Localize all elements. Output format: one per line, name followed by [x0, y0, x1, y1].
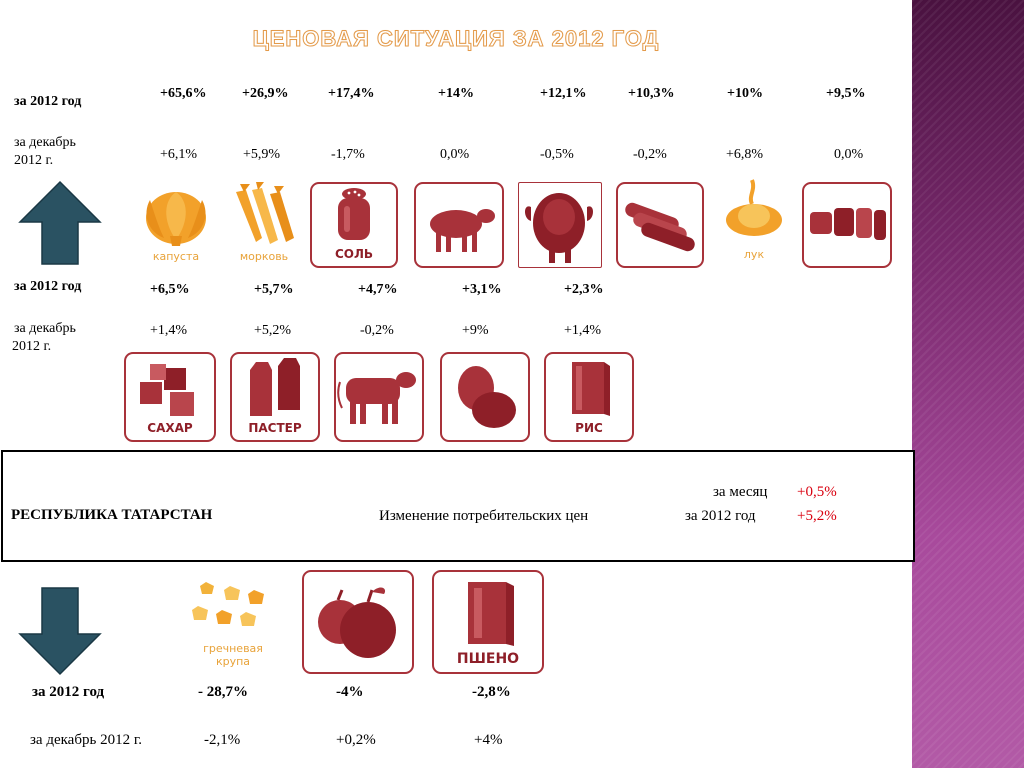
row1-december-value: +6,1% [160, 147, 198, 162]
summary-year-value: +5,2% [797, 508, 837, 524]
row3-december-value: +0,2% [336, 732, 376, 748]
onion-caption: лук [743, 248, 765, 261]
row3-december-value: +4% [474, 732, 503, 748]
price-decrease-arrow-icon [18, 586, 102, 676]
region-summary-box: РЕСПУБЛИКА ТАТАРСТАН Изменение потребите… [1, 450, 915, 562]
row2-year-value: +6,5% [150, 282, 190, 297]
row1-year-value: +65,6% [160, 86, 207, 101]
sugar-icon: САХАР [124, 352, 216, 442]
row3-year-value: -2,8% [472, 684, 511, 700]
row1-december-label-line1: за декабрь [14, 135, 76, 150]
row1-december-label-line2: 2012 г. [14, 153, 54, 168]
row1-year-value: +10,3% [628, 86, 675, 101]
cabbage-caption: капуста [152, 250, 200, 263]
row1-december-value: +5,9% [243, 147, 281, 162]
row1-year-value: +14% [438, 86, 474, 101]
row3-year-value: -4% [336, 684, 364, 700]
row2-december-value: +1,4% [564, 323, 602, 338]
milk-caption: ПАСТЕР [248, 421, 302, 435]
row3-december-value: -2,1% [204, 732, 241, 748]
chicken-icon [518, 182, 602, 268]
sheep-icon [414, 182, 504, 268]
row3-year-label: за 2012 год [32, 684, 105, 700]
salt-icon: СОЛЬ [310, 182, 398, 268]
row1-year-value: +10% [727, 86, 763, 101]
loaf-icon [802, 182, 892, 268]
millet-icon: ПШЕНО [432, 570, 544, 674]
buckwheat-caption-line1: гречневая [203, 642, 263, 655]
apple-icon [302, 570, 414, 674]
row2-december-value: +5,2% [254, 323, 292, 338]
row2-year-label: за 2012 год [14, 279, 82, 294]
rice-icon: РИС [544, 352, 634, 442]
page-title: ЦЕНОВАЯ СИТУАЦИЯ ЗА 2012 ГОД [252, 26, 660, 52]
row2-december-value: +9% [462, 323, 489, 338]
carrot-caption: морковь [239, 250, 289, 263]
row1-year-value: +9,5% [826, 86, 866, 101]
rice-caption: РИС [575, 421, 603, 435]
region-name: РЕСПУБЛИКА ТАТАРСТАН [11, 507, 213, 523]
cabbage-icon: капуста [134, 180, 218, 270]
onion-icon: лук [718, 176, 790, 266]
row2-december-label-line1: за декабрь [14, 321, 76, 336]
millet-caption: ПШЕНО [456, 651, 520, 667]
row2-december-value: -0,2% [360, 323, 394, 338]
cow-icon [334, 352, 424, 442]
summary-month-value: +0,5% [797, 484, 837, 500]
row3-year-value: - 28,7% [198, 684, 248, 700]
summary-month-label: за месяц [713, 484, 768, 500]
row1-december-label: за декабрь 2012 г. [14, 134, 76, 170]
row1-year-value: +17,4% [328, 86, 375, 101]
row2-year-value: +2,3% [564, 282, 604, 297]
row1-year-value: +12,1% [540, 86, 587, 101]
bread-icon [616, 182, 704, 268]
row1-december-value: -0,5% [540, 147, 574, 162]
buckwheat-icon: гречневая крупа [178, 576, 288, 672]
summary-description: Изменение потребительских цен [379, 508, 589, 524]
row2-december-label: за декабрь 2012 г. [12, 320, 76, 356]
row1-december-value: +6,8% [726, 147, 764, 162]
buckwheat-caption-line2: крупа [215, 655, 251, 668]
decorative-side-stripe [912, 0, 1024, 768]
row2-year-value: +3,1% [462, 282, 502, 297]
row2-december-label-line2: 2012 г. [12, 339, 52, 354]
row1-december-value: -0,2% [633, 147, 667, 162]
row1-december-value: 0,0% [440, 147, 470, 162]
salt-caption: СОЛЬ [334, 247, 374, 261]
milk-icon: ПАСТЕР [230, 352, 320, 442]
buckwheat-caption: гречневая крупа [178, 642, 288, 668]
sugar-caption: САХАР [147, 421, 193, 435]
row2-year-value: +5,7% [254, 282, 294, 297]
eggs-icon [440, 352, 530, 442]
row1-december-value: -1,7% [331, 147, 365, 162]
row3-december-label: за декабрь 2012 г. [30, 732, 143, 748]
summary-year-label: за 2012 год [685, 508, 756, 524]
price-increase-arrow-icon [18, 180, 102, 266]
row2-december-value: +1,4% [150, 323, 188, 338]
row2-year-value: +4,7% [358, 282, 398, 297]
row1-year-value: +26,9% [242, 86, 289, 101]
row1-year-label: за 2012 год [14, 94, 82, 109]
carrot-icon: морковь [226, 180, 302, 270]
row1-december-value: 0,0% [834, 147, 864, 162]
